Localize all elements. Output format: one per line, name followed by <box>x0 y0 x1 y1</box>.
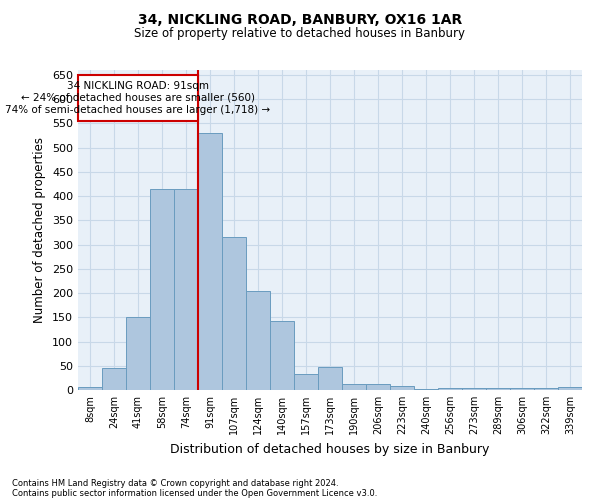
Bar <box>558 387 582 390</box>
Bar <box>342 384 366 390</box>
Y-axis label: Number of detached properties: Number of detached properties <box>34 137 46 323</box>
Bar <box>486 388 510 390</box>
Text: Contains HM Land Registry data © Crown copyright and database right 2024.: Contains HM Land Registry data © Crown c… <box>12 478 338 488</box>
Text: 74% of semi-detached houses are larger (1,718) →: 74% of semi-detached houses are larger (… <box>5 105 271 115</box>
Bar <box>534 388 558 390</box>
Bar <box>270 321 294 390</box>
Bar <box>462 388 486 390</box>
Bar <box>294 374 318 390</box>
Text: 34 NICKLING ROAD: 91sqm: 34 NICKLING ROAD: 91sqm <box>67 81 209 91</box>
Bar <box>126 318 150 390</box>
Bar <box>102 368 126 390</box>
Bar <box>78 75 198 121</box>
Bar <box>150 189 174 390</box>
X-axis label: Distribution of detached houses by size in Banbury: Distribution of detached houses by size … <box>170 442 490 456</box>
Bar <box>222 238 246 390</box>
Bar <box>78 386 102 390</box>
Bar <box>510 388 534 390</box>
Text: Contains public sector information licensed under the Open Government Licence v3: Contains public sector information licen… <box>12 488 377 498</box>
Bar <box>366 384 390 390</box>
Bar <box>318 366 342 390</box>
Bar <box>414 388 438 390</box>
Text: 34, NICKLING ROAD, BANBURY, OX16 1AR: 34, NICKLING ROAD, BANBURY, OX16 1AR <box>138 12 462 26</box>
Bar <box>246 290 270 390</box>
Text: ← 24% of detached houses are smaller (560): ← 24% of detached houses are smaller (56… <box>21 93 255 103</box>
Bar <box>198 133 222 390</box>
Bar <box>390 386 414 390</box>
Text: Size of property relative to detached houses in Banbury: Size of property relative to detached ho… <box>134 28 466 40</box>
Bar <box>174 189 198 390</box>
Bar <box>438 388 462 390</box>
